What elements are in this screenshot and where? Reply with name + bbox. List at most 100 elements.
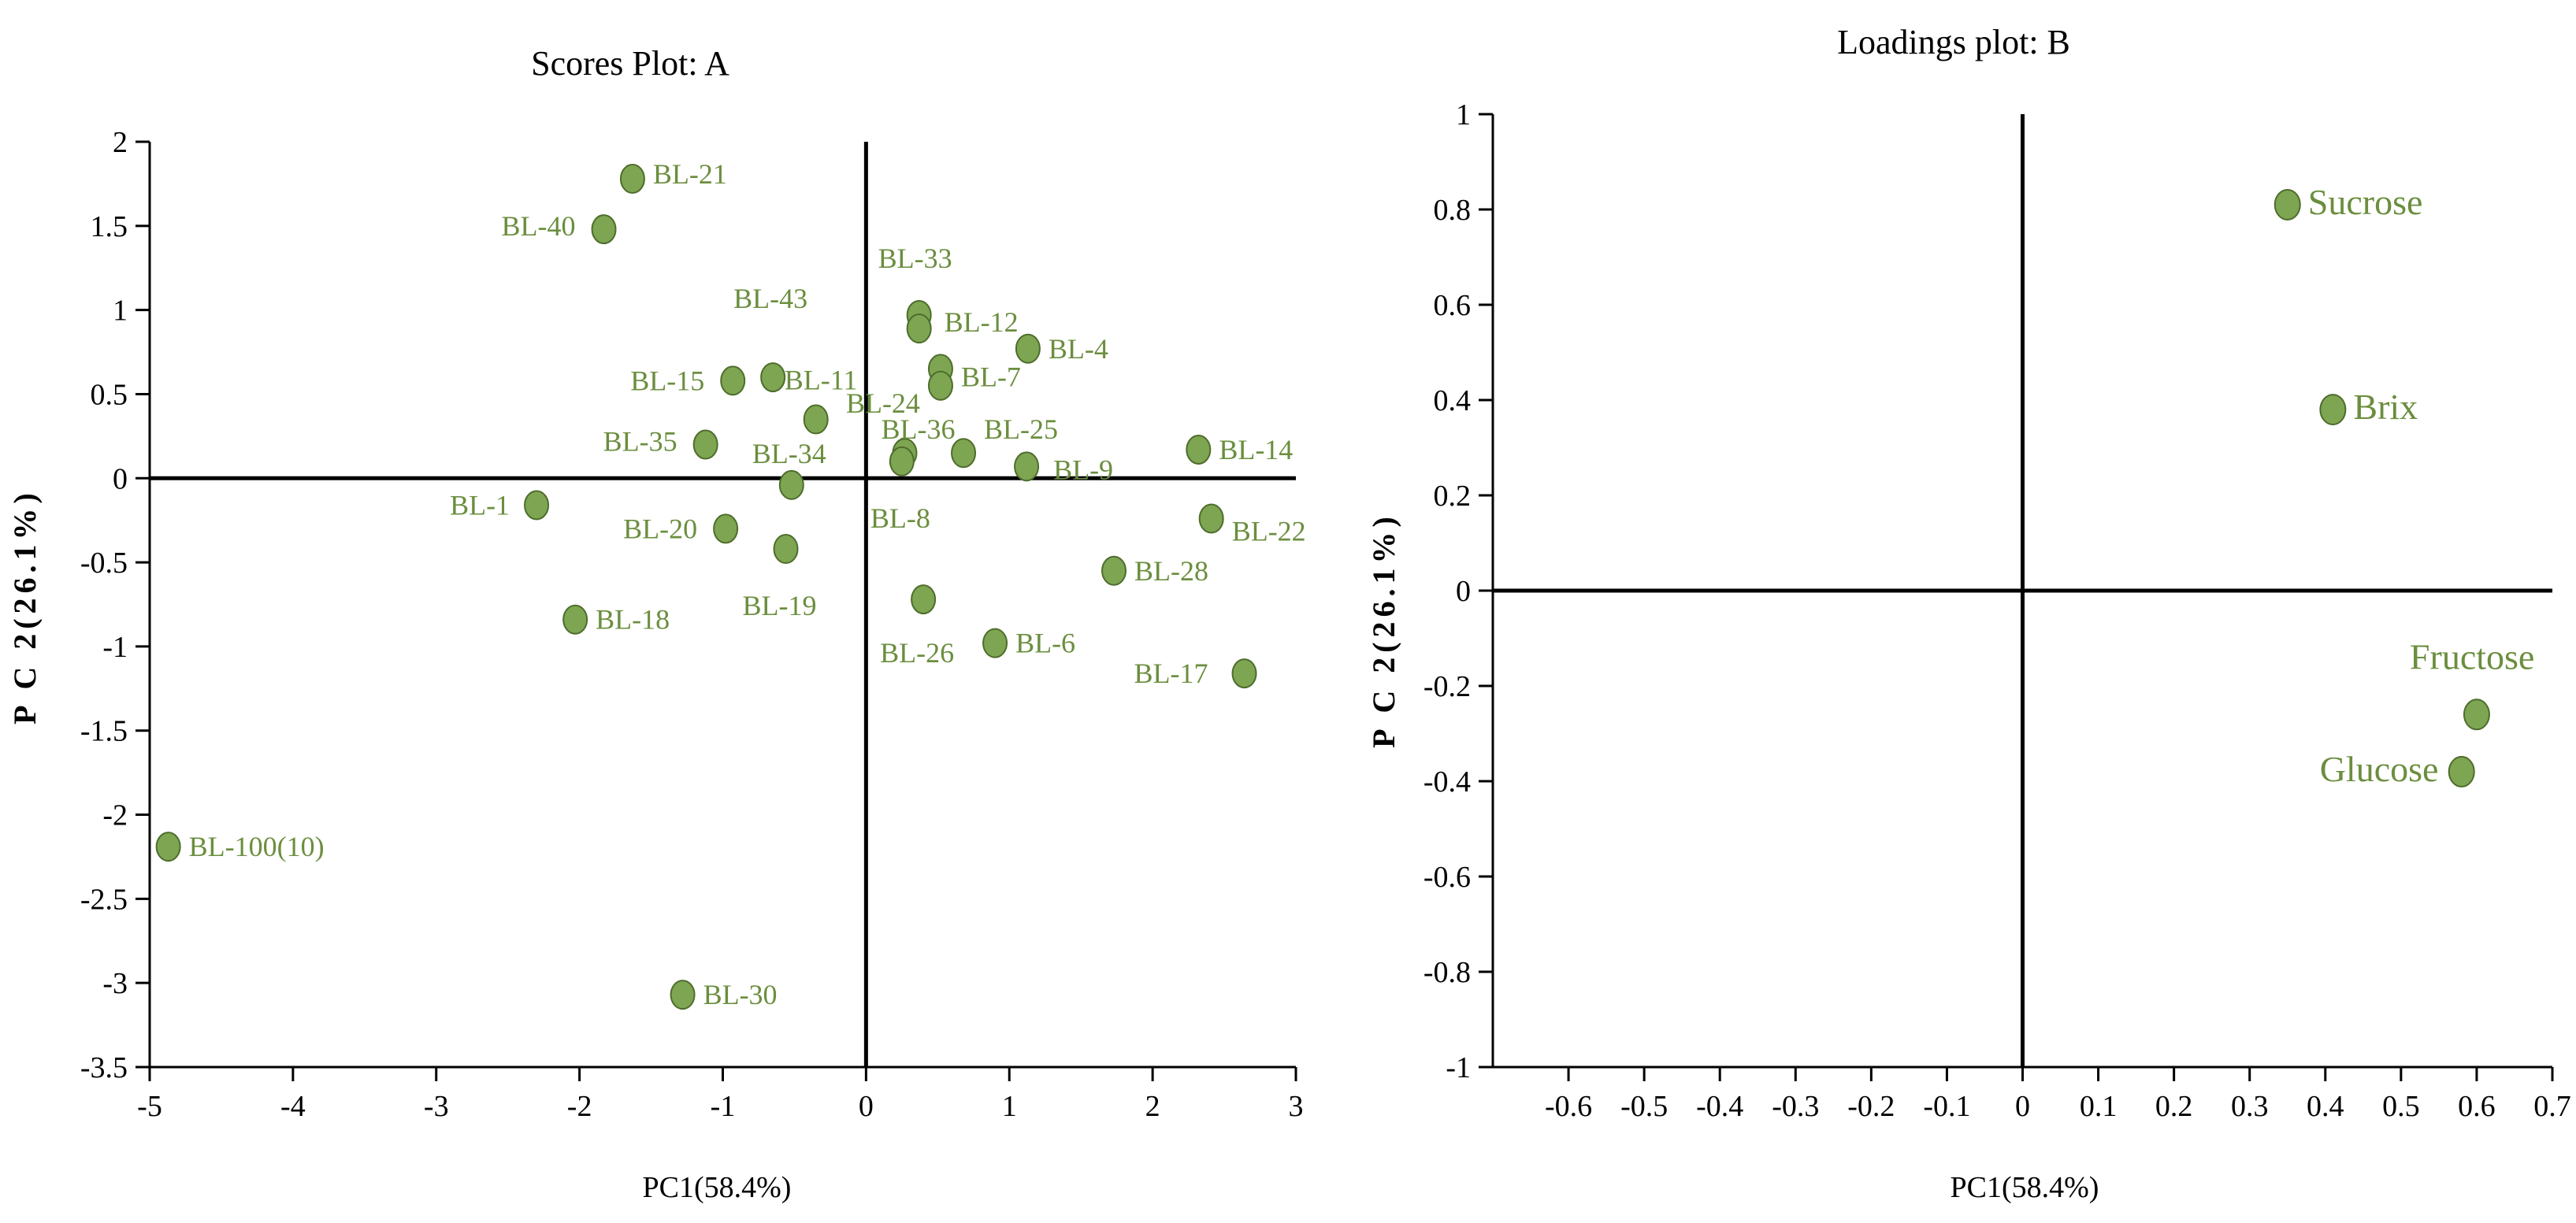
loadings-plot-xtick-label: -0.1	[1923, 1090, 1970, 1123]
loadings-plot-ytick-label: 0.4	[1434, 384, 1472, 417]
loadings-plot-ylabel: P C 2(26.1%)	[1366, 512, 1401, 748]
scores-plot-point-label: BL-9	[1053, 454, 1113, 485]
scores-plot-point-bl-6	[982, 628, 1008, 658]
scores-plot-point-bl-25	[951, 438, 977, 469]
scores-plot-points: BL-21 BL-40 BL-43 BL-15 BL-11 BL-35 BL-34 BL-1 B…	[155, 158, 1306, 1010]
scores-plot-point-label: BL-21	[653, 158, 727, 190]
loadings-plot-xtick-label: 0.4	[2307, 1090, 2344, 1123]
loadings-plot-ytick-label: -0.8	[1423, 956, 1471, 989]
scores-plot-xtick-label: -1	[711, 1090, 736, 1123]
scores-plot-title: Scores Plot: A	[531, 44, 729, 83]
scores-plot-point-bl-35	[692, 429, 718, 460]
scores-plot-point-label: BL-28	[1134, 555, 1208, 587]
loadings-plot-ytick-label: 0	[1456, 575, 1471, 608]
loadings-plot-xtick-label: 0	[2015, 1090, 2030, 1123]
scores-plot-point-label: BL-6	[1015, 628, 1075, 659]
scores-plot-xtick-label: -2	[567, 1090, 592, 1123]
scores-plot-point-label: BL-17	[1134, 658, 1208, 689]
scores-plot-point-label: BL-30	[703, 979, 778, 1010]
scores-plot-point-bl-21	[619, 164, 645, 194]
loadings-plot-point-sucrose	[2273, 188, 2301, 221]
loadings-plot-xlabel: PC1(58.4%)	[1951, 1171, 2099, 1204]
loadings-plot-ytick-label: 1	[1456, 98, 1471, 132]
scores-plot-point-label: BL-25	[984, 413, 1058, 445]
loadings-plot-ytick-label: -0.6	[1423, 861, 1471, 894]
scores-plot-ytick-label: 0.5	[91, 378, 128, 411]
scores-plot-point-bl-18	[562, 604, 588, 635]
scores-plot-point-bl-9	[1014, 451, 1040, 482]
loadings-plot-point-glucose	[2448, 755, 2475, 788]
scores-plot-xtick-label: 3	[1289, 1090, 1304, 1123]
scores-plot-point-label: BL-1	[450, 489, 510, 521]
scores-plot-ylabel: P C 2(26.1%)	[7, 488, 43, 725]
scores-plot-point-bl-20	[713, 513, 739, 544]
scores-plot-point-label: BL-20	[623, 513, 697, 544]
scores-plot-point-bl-34	[778, 469, 804, 500]
scores-plot-point-label: BL-11	[785, 365, 858, 396]
scores-plot-xtick-label: 2	[1145, 1090, 1160, 1123]
loadings-plot-xtick-label: 0.2	[2155, 1090, 2193, 1123]
loadings-plot-points: Sucrose Brix Fructose Glucose	[2273, 182, 2534, 789]
loadings-plot-point-label: Fructose	[2410, 636, 2534, 676]
loadings-plot-point-fructose	[2463, 699, 2490, 731]
scores-plot-ytick-label: 1.5	[91, 210, 128, 243]
scores-plot-point-label: BL-40	[502, 210, 576, 242]
scores-plot-point-label: BL-26	[880, 637, 954, 669]
loadings-plot-xtick-label: 0.1	[2080, 1090, 2118, 1123]
scores-plot-frame	[148, 142, 1296, 1069]
scores-plot-point-label: BL-33	[878, 243, 952, 274]
scores-plot-point-bl-15	[720, 365, 746, 396]
loadings-plot-point-brix	[2319, 394, 2347, 426]
scores-plot-point-label: BL-7	[961, 361, 1021, 392]
scores-plot-ytick-label: -1	[102, 631, 128, 664]
loadings-plot-xtick-label: 0.5	[2382, 1090, 2420, 1123]
loadings-plot-point-label: Sucrose	[2308, 182, 2423, 222]
scores-plot-point-label: BL-24	[846, 387, 920, 419]
loadings-plot-xtick-label: -0.3	[1772, 1090, 1819, 1123]
scores-plot-point-label: BL-18	[596, 604, 670, 636]
loadings-plot-xtick-label: 0.6	[2458, 1090, 2496, 1123]
scores-plot-point-bl-100-10-	[155, 832, 181, 862]
loadings-plot-xtick-label: -0.4	[1696, 1090, 1743, 1123]
loadings-plot-panel: Loadings plot: B PC1(58.4%) P C 2(26.1%)…	[1366, 23, 2571, 1204]
scores-plot-point-label: BL-35	[603, 426, 677, 458]
scores-plot-ytick-label: -3	[102, 967, 128, 1000]
scores-plot-point-bl-43	[760, 362, 786, 393]
scores-plot-ytick-label: -3.5	[80, 1051, 128, 1084]
scores-plot-point-label: BL-12	[945, 306, 1019, 338]
scores-plot-xtick-label: -5	[137, 1090, 162, 1123]
scores-plot-point-bl-14	[1186, 434, 1212, 465]
scores-plot-point-bl-12	[906, 313, 932, 344]
scores-plot-xtick-label: 1	[1002, 1090, 1017, 1123]
scores-plot-point-label: BL-19	[743, 590, 817, 621]
scores-plot-point-bl-26	[911, 584, 937, 615]
scores-plot-ytick-label: -0.5	[80, 547, 128, 580]
loadings-plot-ytick-label: -1	[1446, 1051, 1471, 1084]
scores-plot-ytick-label: -2	[102, 799, 128, 832]
loadings-plot-xtick-label: -0.6	[1545, 1090, 1592, 1123]
scores-plot-xtick-label: -3	[424, 1090, 449, 1123]
scores-plot-point-label: BL-36	[881, 413, 955, 445]
scores-plot-point-label: BL-43	[733, 283, 807, 314]
loadings-plot-ytick-label: 0.8	[1434, 194, 1472, 227]
scores-plot-ytick-label: -2.5	[80, 883, 128, 916]
scores-plot-xtick-label: 0	[859, 1090, 874, 1123]
scores-plot-ytick-label: 1	[113, 295, 128, 328]
scores-plot-point-bl-8	[889, 446, 915, 476]
scores-plot-point-bl-22	[1198, 503, 1224, 534]
loadings-plot-xtick-label: 0.3	[2231, 1090, 2269, 1123]
scores-plot-panel: Scores Plot: A PC1(58.4%) P C 2(26.1%) -…	[7, 44, 1306, 1204]
scores-plot-point-bl-1	[524, 490, 550, 521]
scores-plot-ytick-label: -1.5	[80, 715, 128, 748]
scores-plot-ytick-label: 0	[113, 462, 128, 495]
scores-plot-xtick-label: -4	[280, 1090, 306, 1123]
scores-plot-ticks: -5 -4 -3 -2 -1 0 1 2 3 2 1.5 1 0.5 0 -0.5 -1 -1.5 -2 -2.5 -…	[80, 126, 1304, 1123]
scores-plot-point-label: BL-100(10)	[189, 831, 325, 862]
scores-plot-point-label: BL-34	[752, 438, 826, 469]
scores-plot-point-bl-11	[803, 404, 829, 435]
loadings-plot-frame	[1491, 114, 2552, 1069]
scores-plot-ytick-label: 2	[113, 126, 128, 159]
loadings-plot-point-label: Brix	[2353, 387, 2418, 427]
loadings-plot-ytick-label: 0.6	[1434, 289, 1472, 322]
